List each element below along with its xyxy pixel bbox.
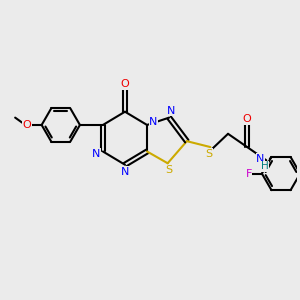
- Text: S: S: [166, 165, 173, 175]
- Text: N: N: [256, 154, 265, 164]
- Text: N: N: [149, 117, 158, 127]
- Text: O: O: [22, 120, 31, 130]
- Text: N: N: [121, 167, 129, 177]
- Text: O: O: [121, 79, 129, 89]
- Text: F: F: [245, 169, 252, 178]
- Text: N: N: [167, 106, 175, 116]
- Text: H: H: [261, 161, 269, 171]
- Text: N: N: [92, 149, 100, 159]
- Text: O: O: [243, 114, 251, 124]
- Text: S: S: [205, 148, 212, 158]
